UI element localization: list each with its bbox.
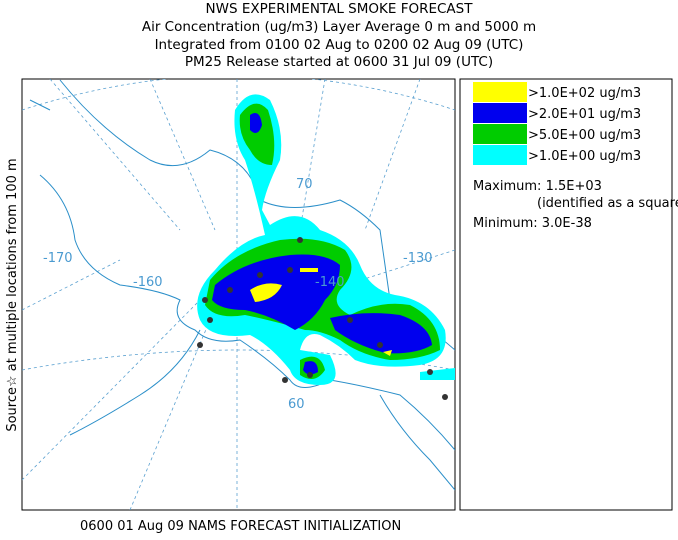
subtitle: Air Concentration (ug/m3) Layer Average … xyxy=(142,19,536,35)
minimum: Minimum: 3.0E-38 xyxy=(473,216,592,231)
legend: >1.0E+02 ug/m3 >2.0E+01 ug/m3 >5.0E+00 u… xyxy=(459,78,678,511)
legend-swatch xyxy=(473,103,527,123)
map-label: -160 xyxy=(133,275,163,290)
source-markers xyxy=(197,237,448,400)
legend-label: >1.0E+02 ug/m3 xyxy=(528,86,641,101)
legend-label: >1.0E+00 ug/m3 xyxy=(528,149,641,164)
subtitle: PM25 Release started at 0600 31 Jul 09 (… xyxy=(185,54,493,70)
legend-swatch xyxy=(473,145,527,165)
map-label: -170 xyxy=(43,251,73,266)
legend-swatch xyxy=(473,124,527,144)
subtitle: Integrated from 0100 02 Aug to 0200 02 A… xyxy=(155,37,524,53)
maximum-note: (identified as a square) xyxy=(537,196,678,211)
legend-swatch xyxy=(473,82,527,102)
legend-label: >5.0E+00 ug/m3 xyxy=(528,128,641,143)
map-label: -140 xyxy=(315,275,345,290)
side-label: Source☆ at multiple locations from 100 m xyxy=(5,158,20,431)
maximum: Maximum: 1.5E+03 xyxy=(473,179,602,194)
map-label: 60 xyxy=(288,397,305,412)
title: NWS EXPERIMENTAL SMOKE FORECAST xyxy=(206,1,474,17)
map-label: -130 xyxy=(403,251,433,266)
map: -170 -160 -140 -130 70 60 xyxy=(21,78,456,511)
footer: 0600 01 Aug 09 NAMS FORECAST INITIALIZAT… xyxy=(80,519,401,534)
map-label: 70 xyxy=(296,177,313,192)
legend-label: >2.0E+01 ug/m3 xyxy=(528,107,641,122)
